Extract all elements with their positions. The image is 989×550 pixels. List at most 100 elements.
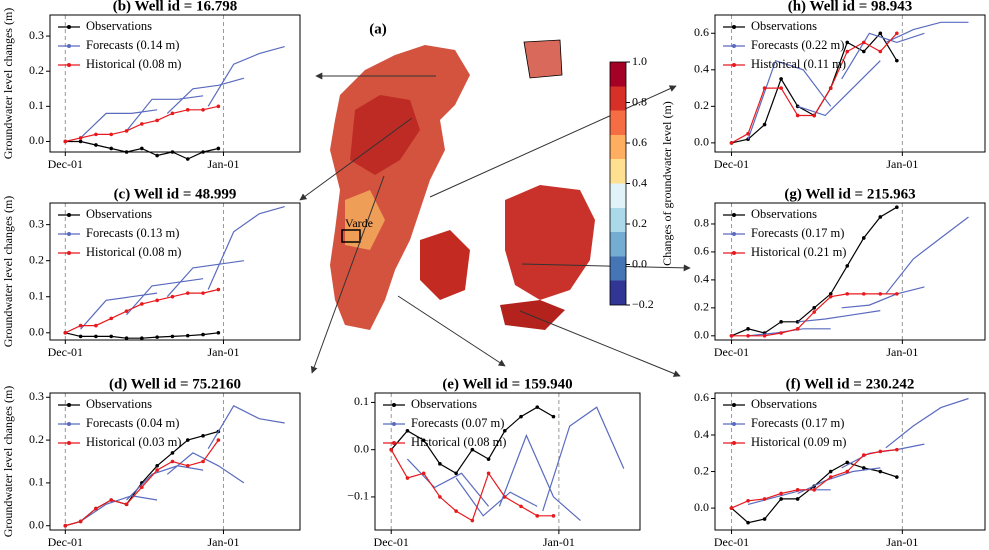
point (124, 336, 129, 340)
series-line (80, 46, 285, 139)
point (94, 506, 98, 511)
point (486, 457, 491, 461)
panel-title: (b) Well id = 16.798 (113, 0, 238, 14)
legend-marker (67, 422, 71, 426)
legend-label: Observations (751, 397, 817, 411)
arrow (299, 117, 413, 201)
point (519, 504, 523, 509)
point (78, 139, 83, 144)
point (63, 523, 68, 528)
point (109, 334, 114, 339)
point (895, 292, 899, 296)
point (109, 132, 114, 137)
point (155, 153, 159, 158)
point (845, 40, 850, 45)
point (170, 294, 175, 299)
y-tick-label: 0.8 (694, 216, 709, 230)
panel-title: (f) Well id = 230.242 (786, 376, 915, 392)
point (140, 485, 144, 489)
series-line (80, 405, 285, 522)
x-tick-label: Dec-01 (48, 157, 83, 171)
point (762, 122, 767, 127)
legend-label: Observations (751, 207, 817, 221)
point (94, 323, 98, 328)
y-tick-label: 0.2 (694, 98, 709, 112)
colorbar (609, 61, 627, 306)
point (845, 292, 850, 296)
series-line (65, 288, 219, 334)
point (140, 336, 144, 340)
point (216, 104, 221, 109)
point (78, 136, 83, 140)
legend-marker (732, 251, 736, 255)
point (878, 215, 883, 219)
arrow (519, 310, 681, 377)
point (812, 113, 816, 118)
point (729, 506, 734, 510)
point (78, 334, 83, 339)
point (170, 459, 175, 464)
plot-frame (374, 392, 641, 531)
legend-marker (392, 403, 396, 407)
point (551, 514, 556, 518)
point (405, 428, 410, 433)
legend-marker (732, 25, 736, 29)
point (779, 331, 783, 335)
point (170, 150, 175, 154)
point (828, 294, 833, 299)
x-tick-label: Jan-01 (207, 345, 239, 359)
legend-label: Historical (0.08 m) (86, 245, 181, 259)
point (779, 497, 783, 501)
point (795, 320, 800, 324)
point (535, 514, 540, 518)
point (861, 453, 866, 457)
y-tick-label: 0.6 (694, 244, 709, 258)
y-tick-label: 0.6 (694, 390, 709, 404)
colorbar-tick-label: 0.2 (632, 216, 647, 230)
point (170, 451, 175, 455)
legend-marker (732, 63, 736, 67)
arrows (299, 72, 691, 377)
point (502, 428, 507, 433)
series-line (406, 406, 625, 522)
y-axis-label: Groundwater level changes (m) (1, 386, 15, 538)
legend-marker (732, 441, 736, 445)
point (405, 476, 410, 480)
y-tick-label: 0.3 (29, 28, 44, 42)
legend-label: Observations (751, 19, 817, 33)
point (762, 86, 767, 90)
zealand (505, 185, 595, 300)
map (330, 39, 595, 330)
legend-marker (732, 44, 736, 48)
point (170, 111, 175, 116)
point (438, 495, 442, 499)
point (861, 236, 866, 240)
panel-title: (h) Well id = 98.943 (788, 0, 913, 14)
point (78, 323, 83, 328)
point (779, 491, 783, 496)
y-tick-label: 0.0 (694, 500, 709, 514)
plot-frame (49, 392, 301, 531)
point (845, 264, 850, 268)
y-tick-label: 0.0 (29, 133, 44, 147)
legend-label: Forecasts (0.14 m) (86, 38, 179, 52)
point (201, 434, 205, 438)
y-tick-label: 0.0 (29, 325, 44, 339)
legend-marker (67, 441, 71, 445)
point (63, 330, 68, 335)
point (124, 502, 129, 507)
legend-label: Historical (0.11 m) (751, 57, 846, 71)
panel-title: (c) Well id = 48.999 (114, 186, 237, 202)
legend-marker (67, 232, 71, 236)
point (63, 139, 68, 144)
point (216, 438, 221, 442)
legend-marker (67, 44, 71, 48)
legend-label: Forecasts (0.17 m) (751, 416, 844, 430)
point (878, 49, 883, 54)
series-line (731, 461, 897, 524)
point (201, 459, 205, 464)
point (895, 58, 899, 63)
plot-frame (714, 392, 986, 531)
series-line (747, 21, 969, 140)
